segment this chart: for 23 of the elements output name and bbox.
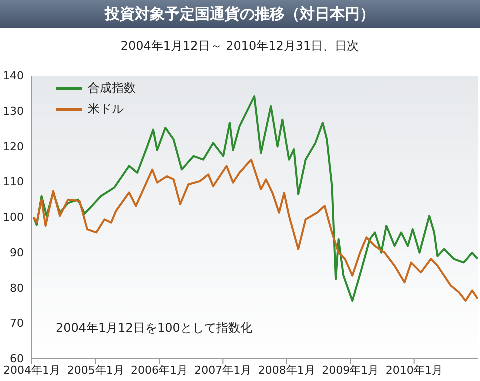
annotation: 2004年1月12日を100として指数化	[56, 321, 252, 335]
x-tick-label: 2005年1月	[67, 364, 124, 377]
x-tick-label: 2004年1月	[4, 364, 60, 377]
line-series	[32, 158, 478, 302]
legend-label: 合成指数	[88, 80, 136, 97]
y-tick-label: 60	[10, 352, 24, 366]
x-tick-label: 2007年1月	[194, 364, 252, 377]
x-tick-label: 2008年1月	[258, 364, 316, 377]
y-tick-label: 100	[3, 211, 24, 224]
y-tick-label: 130	[3, 104, 24, 118]
line-series	[32, 96, 478, 302]
y-tick-label: 70	[10, 317, 24, 330]
y-tick-label: 140	[3, 70, 24, 82]
x-tick-label: 2010年1月	[386, 364, 443, 377]
y-tick-label: 110	[3, 176, 24, 189]
x-tick-label: 2006年1月	[131, 364, 188, 377]
chart-subtitle: 2004年1月12日～ 2010年12月31日、日次	[120, 38, 360, 55]
y-tick-label: 80	[10, 282, 24, 295]
y-tick-label: 90	[10, 246, 24, 260]
legend-label: 米ドル	[88, 101, 124, 118]
x-tick-label: 2009年1月	[322, 364, 380, 377]
chart-title: 投資対象予定国通貨の推移（対日本円）	[0, 0, 480, 28]
y-tick-label: 120	[3, 140, 24, 154]
